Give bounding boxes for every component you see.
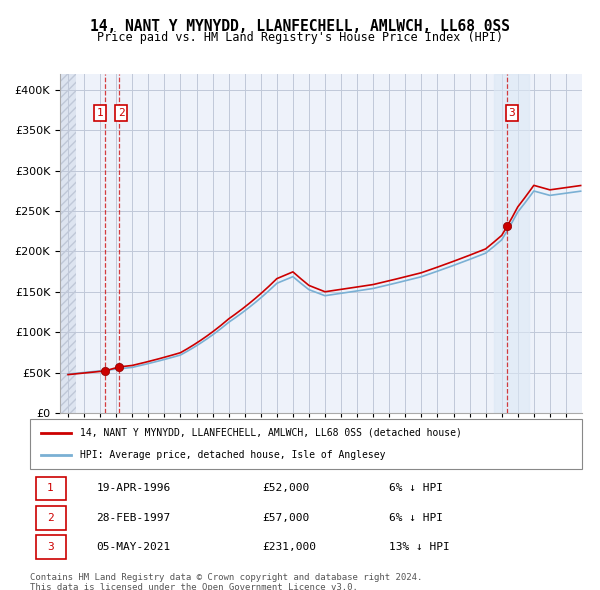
Text: HPI: Average price, detached house, Isle of Anglesey: HPI: Average price, detached house, Isle… [80, 450, 385, 460]
Text: 28-FEB-1997: 28-FEB-1997 [96, 513, 170, 523]
Bar [494, 74, 529, 413]
FancyBboxPatch shape [35, 477, 66, 500]
Text: £231,000: £231,000 [262, 542, 316, 552]
Text: 14, NANT Y MYNYDD, LLANFECHELL, AMLWCH, LL68 0SS: 14, NANT Y MYNYDD, LLANFECHELL, AMLWCH, … [90, 19, 510, 34]
FancyBboxPatch shape [35, 506, 66, 530]
Text: 14, NANT Y MYNYDD, LLANFECHELL, AMLWCH, LL68 0SS (detached house): 14, NANT Y MYNYDD, LLANFECHELL, AMLWCH, … [80, 428, 461, 438]
FancyBboxPatch shape [30, 419, 582, 469]
Text: 13% ↓ HPI: 13% ↓ HPI [389, 542, 449, 552]
Bar [60, 74, 76, 413]
Text: 19-APR-1996: 19-APR-1996 [96, 483, 170, 493]
Text: 1: 1 [47, 483, 54, 493]
Text: £52,000: £52,000 [262, 483, 309, 493]
Text: 2: 2 [118, 108, 125, 118]
Text: 1: 1 [97, 108, 103, 118]
Text: 6% ↓ HPI: 6% ↓ HPI [389, 513, 443, 523]
Text: 6% ↓ HPI: 6% ↓ HPI [389, 483, 443, 493]
Text: 2: 2 [47, 513, 54, 523]
Text: Price paid vs. HM Land Registry's House Price Index (HPI): Price paid vs. HM Land Registry's House … [97, 31, 503, 44]
Text: Contains HM Land Registry data © Crown copyright and database right 2024.: Contains HM Land Registry data © Crown c… [30, 573, 422, 582]
Text: 3: 3 [47, 542, 54, 552]
Text: £57,000: £57,000 [262, 513, 309, 523]
FancyBboxPatch shape [35, 535, 66, 559]
Text: This data is licensed under the Open Government Licence v3.0.: This data is licensed under the Open Gov… [30, 583, 358, 590]
Text: 05-MAY-2021: 05-MAY-2021 [96, 542, 170, 552]
Text: 3: 3 [509, 108, 515, 118]
